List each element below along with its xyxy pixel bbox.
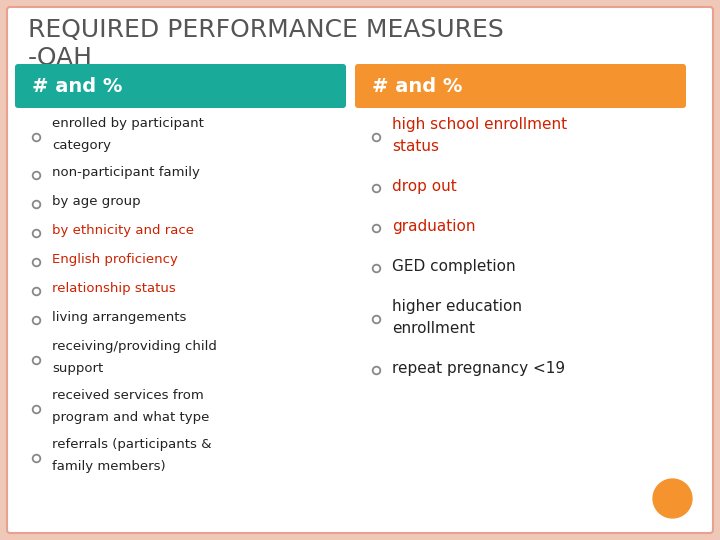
Text: # and %: # and %: [372, 77, 462, 96]
Text: English proficiency: English proficiency: [52, 253, 178, 266]
Text: relationship status: relationship status: [52, 282, 176, 295]
Text: GED completion: GED completion: [392, 259, 516, 274]
Text: drop out: drop out: [392, 179, 456, 194]
Text: graduation: graduation: [392, 219, 475, 234]
Text: by ethnicity and race: by ethnicity and race: [52, 224, 194, 237]
Text: received services from: received services from: [52, 389, 204, 402]
Text: referrals (participants &: referrals (participants &: [52, 438, 212, 451]
Text: receiving/providing child: receiving/providing child: [52, 340, 217, 353]
Text: living arrangements: living arrangements: [52, 311, 186, 324]
Text: by age group: by age group: [52, 195, 140, 208]
Text: # and %: # and %: [32, 77, 122, 96]
Text: support: support: [52, 362, 103, 375]
Text: repeat pregnancy <19: repeat pregnancy <19: [392, 361, 565, 376]
Text: family members): family members): [52, 460, 166, 473]
Text: category: category: [52, 139, 111, 152]
Text: REQUIRED PERFORMANCE MEASURES: REQUIRED PERFORMANCE MEASURES: [28, 18, 504, 42]
FancyBboxPatch shape: [355, 64, 686, 108]
FancyBboxPatch shape: [15, 64, 346, 108]
Text: status: status: [392, 139, 439, 154]
Text: non-participant family: non-participant family: [52, 166, 200, 179]
Text: enrollment: enrollment: [392, 321, 475, 336]
Text: enrolled by participant: enrolled by participant: [52, 117, 204, 130]
Text: program and what type: program and what type: [52, 411, 210, 424]
Text: -OAH: -OAH: [28, 46, 93, 70]
Text: higher education: higher education: [392, 299, 522, 314]
Text: high school enrollment: high school enrollment: [392, 117, 567, 132]
FancyBboxPatch shape: [7, 7, 713, 533]
